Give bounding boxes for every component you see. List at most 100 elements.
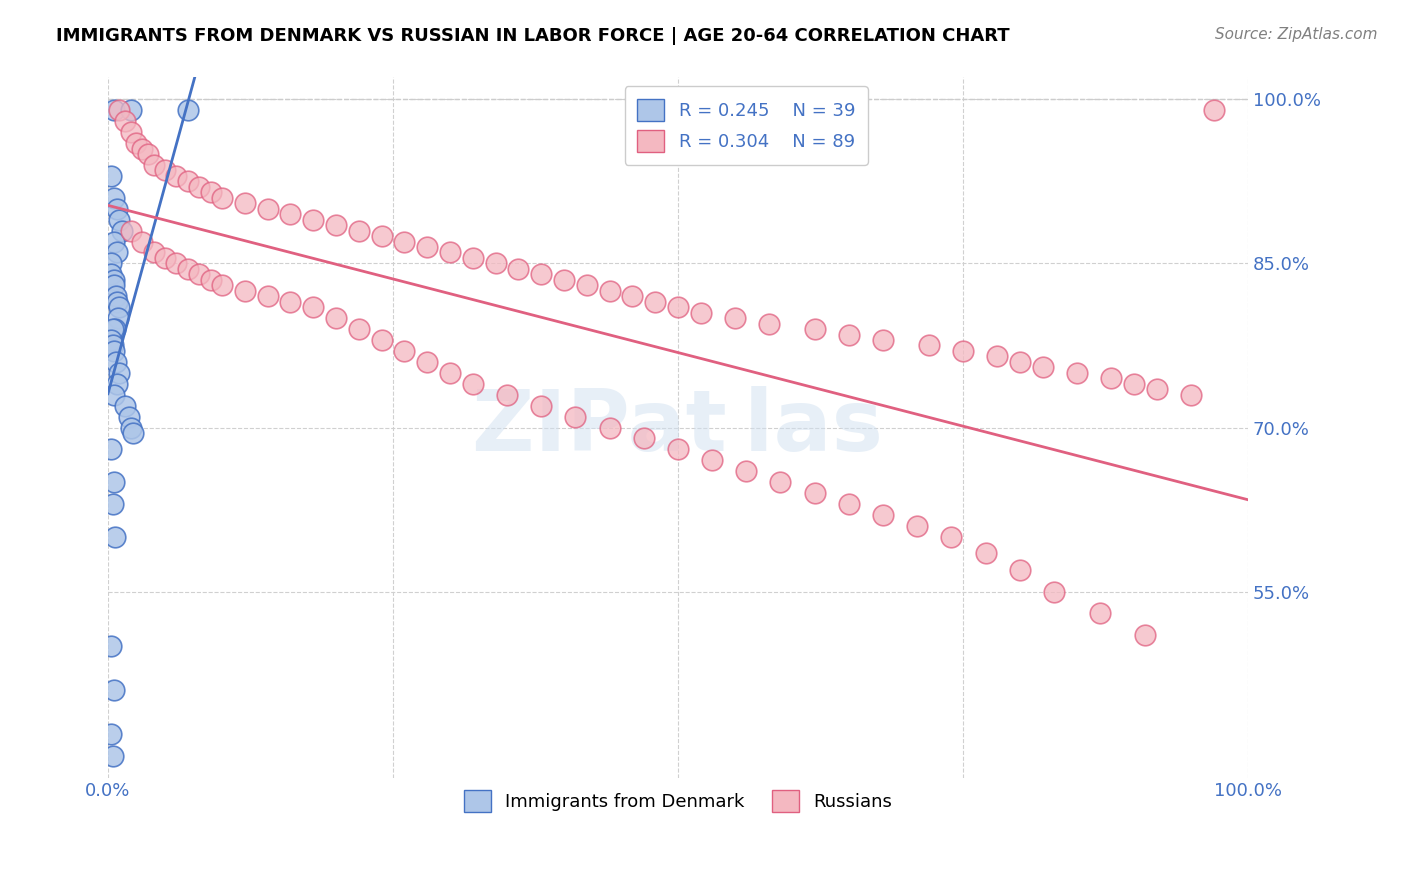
Point [256, 289, 278, 303]
Point [1180, 387, 1202, 401]
Point [233, 284, 256, 298]
Point [1146, 382, 1168, 396]
Point [177, 261, 200, 276]
Point [101, 338, 124, 352]
Point [100, 727, 122, 741]
Point [1008, 355, 1031, 369]
Point [416, 240, 439, 254]
Point [553, 273, 575, 287]
Point [1043, 584, 1066, 599]
Point [872, 333, 894, 347]
Point [1099, 371, 1122, 385]
Point [117, 409, 139, 424]
Point [177, 103, 200, 118]
Text: ZIPat las: ZIPat las [472, 386, 883, 469]
Point [103, 273, 125, 287]
Point [142, 245, 165, 260]
Point [120, 224, 142, 238]
Point [105, 376, 128, 391]
Point [484, 256, 506, 270]
Text: Source: ZipAtlas.com: Source: ZipAtlas.com [1215, 27, 1378, 42]
Point [952, 343, 974, 358]
Point [131, 235, 153, 249]
Text: IMMIGRANTS FROM DENMARK VS RUSSIAN IN LABOR FORCE | AGE 20-64 CORRELATION CHART: IMMIGRANTS FROM DENMARK VS RUSSIAN IN LA… [56, 27, 1010, 45]
Point [689, 305, 711, 319]
Point [142, 158, 165, 172]
Point [153, 251, 176, 265]
Point [125, 136, 148, 150]
Point [530, 399, 553, 413]
Point [131, 142, 153, 156]
Point [111, 224, 134, 238]
Point [120, 103, 142, 118]
Point [735, 464, 758, 478]
Point [105, 245, 128, 260]
Point [104, 322, 127, 336]
Point [280, 207, 302, 221]
Point [700, 453, 723, 467]
Point [122, 425, 145, 440]
Point [103, 387, 125, 401]
Point [211, 278, 233, 293]
Point [103, 475, 125, 490]
Point [100, 256, 122, 270]
Point [370, 229, 392, 244]
Point [461, 251, 484, 265]
Point [416, 355, 439, 369]
Point [461, 376, 484, 391]
Point [165, 169, 187, 183]
Point [280, 294, 302, 309]
Point [439, 366, 461, 380]
Point [101, 497, 124, 511]
Point [100, 333, 122, 347]
Point [136, 147, 159, 161]
Point [599, 420, 621, 434]
Point [104, 289, 127, 303]
Point [177, 174, 200, 188]
Point [302, 300, 325, 314]
Point [644, 294, 666, 309]
Point [302, 212, 325, 227]
Point [100, 169, 122, 183]
Point [724, 311, 747, 326]
Point [599, 284, 621, 298]
Point [394, 343, 416, 358]
Point [1135, 628, 1157, 642]
Point [103, 278, 125, 293]
Point [211, 191, 233, 205]
Point [325, 218, 347, 232]
Point [108, 212, 131, 227]
Point [200, 273, 222, 287]
Point [153, 163, 176, 178]
Point [103, 103, 125, 118]
Point [101, 322, 124, 336]
Point [100, 442, 122, 457]
Point [633, 432, 655, 446]
Point [666, 442, 689, 457]
Point [347, 224, 370, 238]
Point [105, 202, 128, 216]
Point [103, 235, 125, 249]
Point [621, 289, 644, 303]
Point [120, 420, 142, 434]
Point [918, 338, 941, 352]
Point [347, 322, 370, 336]
Point [1066, 366, 1088, 380]
Point [1202, 103, 1225, 118]
Point [108, 366, 131, 380]
Point [233, 196, 256, 211]
Point [1088, 607, 1111, 621]
Point [188, 268, 211, 282]
Point [564, 409, 586, 424]
Point [105, 294, 128, 309]
Point [666, 300, 689, 314]
Point [986, 350, 1008, 364]
Point [114, 114, 136, 128]
Point [905, 519, 928, 533]
Point [100, 640, 122, 654]
Point [508, 261, 530, 276]
Point [104, 355, 127, 369]
Point [530, 268, 553, 282]
Point [803, 322, 825, 336]
Point [803, 486, 825, 500]
